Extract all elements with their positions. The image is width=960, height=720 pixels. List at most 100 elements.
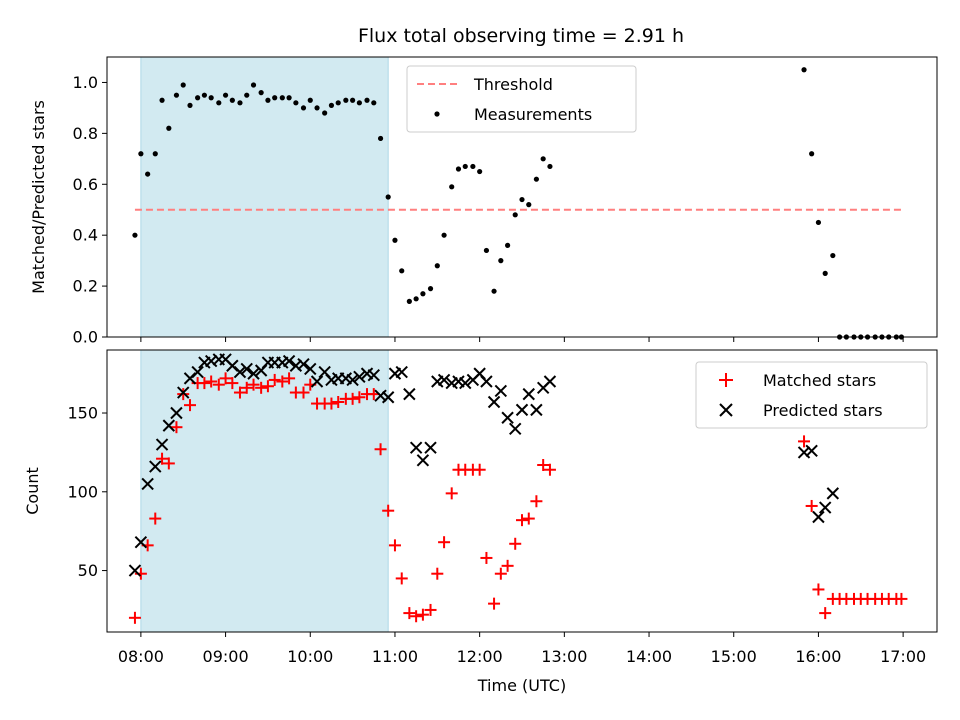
predicted-star-point <box>826 487 840 500</box>
legend-matched-swatch <box>719 373 733 387</box>
measurement-point <box>540 156 546 162</box>
measurement-point <box>328 102 335 108</box>
matched-star-point <box>226 377 239 390</box>
bottom-legend: Matched stars Predicted stars <box>695 361 928 429</box>
predicted-star-point <box>191 365 204 379</box>
measurement-point <box>250 82 257 88</box>
bottom-xtick-label: 10:00 <box>287 647 333 666</box>
bottom-xtick-label: 17:00 <box>880 647 926 666</box>
legend-predicted-swatch <box>719 403 733 417</box>
matched-star-point <box>522 512 535 525</box>
measurement-point <box>809 151 815 157</box>
matched-star-point <box>261 380 274 393</box>
top-panel: 0.0 0.2 0.4 0.6 0.8 1.0 Matched/Predicted sta… <box>29 56 938 347</box>
predicted-star-point <box>543 375 557 388</box>
measurement-point <box>173 92 180 98</box>
bottom-legend-box <box>695 361 928 429</box>
matched-star-point <box>205 375 218 388</box>
top-legend-box <box>406 65 637 133</box>
predicted-star-point <box>310 375 324 388</box>
measurement-point <box>455 166 462 172</box>
legend-measurements-swatch <box>434 111 440 117</box>
bottom-ytick-label: 150 <box>67 404 98 423</box>
predicted-star-point <box>812 510 825 524</box>
measurement-point <box>314 105 320 111</box>
matched-star-point <box>895 592 908 605</box>
matched-star-point <box>283 372 296 385</box>
predicted-star-point <box>282 354 296 368</box>
matched-star-point <box>438 536 451 549</box>
measurement-point <box>449 184 455 190</box>
matched-star-point <box>177 388 190 401</box>
measurement-point <box>441 232 447 238</box>
matched-star-point <box>128 611 141 624</box>
top-ytick-label: 0.2 <box>73 277 98 296</box>
bottom-y-ticks: 50 100 150 <box>67 404 107 580</box>
predicted-star-point <box>240 362 253 376</box>
measurement-point <box>343 97 349 103</box>
measurement-point <box>427 286 434 292</box>
bottom-xtick-label: 08:00 <box>118 647 164 666</box>
measurement-point <box>335 100 341 106</box>
measurement-point <box>279 95 285 101</box>
matched-star-point <box>297 386 310 399</box>
matched-star-point <box>509 537 522 550</box>
predicted-star-point <box>416 454 430 467</box>
measurement-point <box>244 92 250 98</box>
predicted-star-point <box>233 365 247 379</box>
measurement-point <box>364 97 370 103</box>
top-legend: Threshold Measurements <box>406 65 637 133</box>
measurement-point <box>470 163 476 170</box>
matched-star-point <box>431 567 444 580</box>
matched-star-point <box>388 539 401 552</box>
matched-star-point <box>219 372 232 385</box>
measurement-point <box>307 97 313 103</box>
measurement-point <box>822 270 828 276</box>
measurement-point <box>166 125 172 131</box>
matched-star-point <box>488 597 501 610</box>
matched-star-point <box>424 603 437 616</box>
chart-title: Flux total observing time = 2.91 h <box>358 25 684 47</box>
top-ytick-label: 0.4 <box>73 226 98 245</box>
measurement-point <box>505 242 511 248</box>
measurement-point <box>477 168 483 175</box>
measurement-point <box>132 232 138 238</box>
measurement-point <box>265 97 271 103</box>
predicted-star-point <box>480 375 493 388</box>
predicted-star-point <box>304 362 317 376</box>
measurement-point <box>272 95 278 101</box>
measurement-point <box>216 100 222 106</box>
measurement-point <box>356 100 362 106</box>
measurement-point <box>180 82 186 88</box>
top-ytick-label: 0.6 <box>73 175 98 194</box>
matched-star-point <box>812 583 825 596</box>
matched-star-point <box>395 572 408 585</box>
predicted-star-point <box>247 367 260 380</box>
measurement-point <box>462 163 468 170</box>
measurement-point <box>830 252 836 259</box>
predicted-star-point <box>501 411 514 424</box>
predicted-star-point <box>818 501 832 514</box>
measurement-point <box>195 95 201 101</box>
predicted-star-point <box>177 386 190 399</box>
measurement-point <box>512 212 518 218</box>
measurement-point <box>801 67 807 73</box>
legend-matched-label: Matched stars <box>763 371 876 390</box>
top-ytick-label: 0.0 <box>73 328 98 347</box>
bottom-xtick-label: 13:00 <box>541 647 587 666</box>
legend-threshold-label: Threshold <box>473 75 553 94</box>
measurement-point <box>159 97 165 103</box>
bottom-shaded-interval <box>140 349 389 633</box>
legend-measurements-label: Measurements <box>474 105 592 124</box>
predicted-star-point <box>155 438 169 451</box>
measurement-point <box>300 105 307 111</box>
measurement-point <box>526 202 532 208</box>
matched-star-point <box>325 397 338 410</box>
predicted-star-point <box>487 395 501 409</box>
matched-star-point <box>149 512 162 525</box>
matched-star-point <box>240 381 253 394</box>
measurement-point <box>322 110 328 116</box>
matched-star-point <box>494 567 507 580</box>
predicted-star-point <box>353 370 366 383</box>
